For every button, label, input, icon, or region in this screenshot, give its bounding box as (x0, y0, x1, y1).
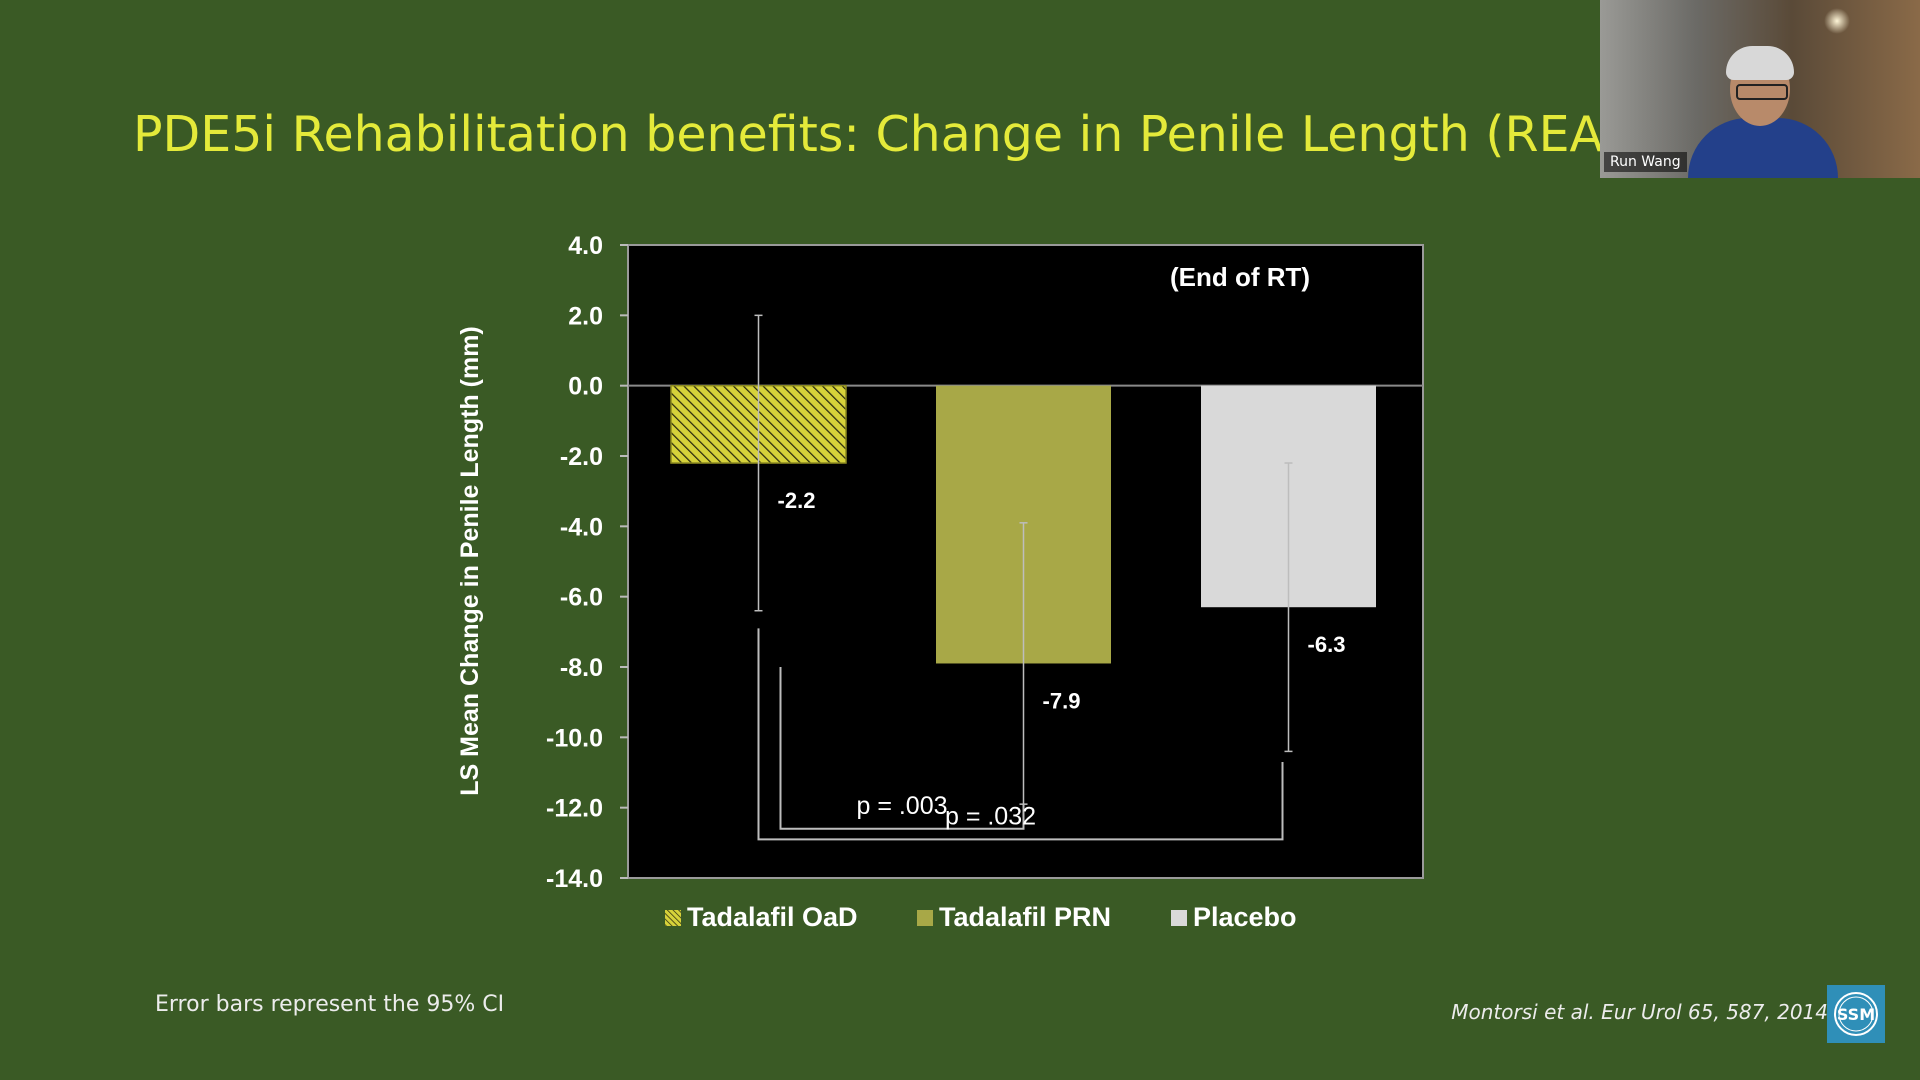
y-tick-label: -14.0 (546, 865, 603, 893)
legend-swatch (917, 910, 933, 926)
footnote: Error bars represent the 95% CI (155, 992, 505, 1017)
presenter-name: Run Wang (1604, 152, 1687, 172)
chart-annotation: (End of RT) (1170, 262, 1310, 292)
svg-text:SSM: SSM (1837, 1005, 1875, 1024)
significance-bracket (779, 667, 1025, 830)
legend-swatch (665, 910, 681, 926)
legend-swatch (1171, 910, 1187, 926)
data-label: -2.2 (778, 488, 816, 513)
y-tick-label: 2.0 (568, 302, 603, 330)
data-label: -6.3 (1308, 632, 1346, 657)
y-tick-label: -4.0 (560, 513, 603, 541)
y-tick-label: -12.0 (546, 795, 603, 823)
y-tick-label: 4.0 (568, 232, 603, 260)
y-axis-label: LS Mean Change in Penile Length (mm) (456, 326, 484, 795)
presenter-body (1688, 118, 1838, 178)
significance-bracket (757, 628, 1284, 841)
legend-entry: Placebo (1193, 902, 1297, 932)
presenter-hair (1726, 46, 1794, 80)
citation: Montorsi et al. Eur Urol 65, 587, 2014 (1451, 1000, 1828, 1024)
legend-entry: Tadalafil PRN (939, 902, 1111, 932)
slide-title: PDE5i Rehabilitation benefits: Change in… (133, 106, 1603, 163)
y-tick-label: -10.0 (546, 724, 603, 752)
ceiling-light (1824, 8, 1850, 34)
ssm-logo: SSM (1827, 985, 1885, 1043)
y-tick-label: 0.0 (568, 373, 603, 401)
p-value-label: p = .003 (856, 792, 947, 820)
p-value-label: p = .032 (945, 802, 1036, 830)
y-tick-label: -6.0 (560, 584, 603, 612)
y-tick-label: -8.0 (560, 654, 603, 682)
data-label: -7.9 (1043, 688, 1081, 713)
webcam-thumbnail[interactable]: Run Wang (1600, 0, 1920, 178)
legend-entry: Tadalafil OaD (687, 902, 858, 932)
y-tick-label: -2.0 (560, 443, 603, 471)
presenter-glasses (1736, 84, 1788, 100)
